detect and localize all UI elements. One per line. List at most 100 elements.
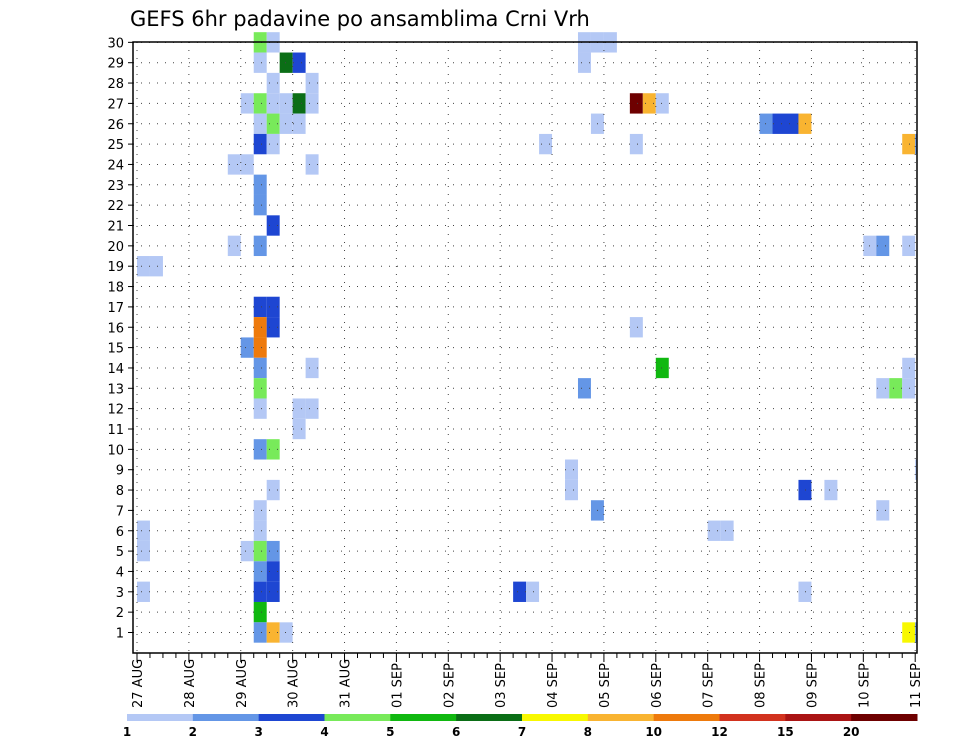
heatmap-cell — [915, 133, 917, 155]
legend-label: 5 — [386, 725, 394, 739]
heatmap-cell — [253, 317, 267, 338]
heatmap-cell — [266, 296, 280, 318]
heatmap-cell — [266, 561, 280, 582]
heatmap-cell — [279, 52, 293, 73]
heatmap-cell — [798, 113, 812, 134]
legend-label: 12 — [711, 725, 728, 739]
heatmap-cell — [279, 622, 293, 643]
legend-swatch — [192, 714, 260, 721]
heatmap-cell — [253, 194, 267, 216]
heatmap-cell — [824, 479, 838, 501]
heatmap-cell — [785, 113, 799, 134]
heatmap-cell — [902, 235, 916, 257]
y-tick-label: 9 — [116, 464, 124, 479]
y-tick-label: 7 — [116, 504, 124, 519]
heatmap-cell — [772, 113, 786, 134]
y-axis: 1234567891011121314151617181920212223242… — [107, 36, 133, 642]
heatmap-cell — [253, 337, 267, 358]
heatmap-cell — [253, 52, 267, 73]
x-tick-label: 10 SEP — [857, 663, 872, 708]
y-tick-label: 29 — [107, 57, 124, 72]
x-tick-label: 31 AUG — [339, 659, 354, 708]
heatmap-cell — [266, 93, 280, 114]
heatmap-cell — [539, 133, 553, 155]
y-tick-label: 25 — [107, 138, 124, 153]
heatmap-cell — [915, 622, 917, 643]
heatmap-cell — [253, 174, 267, 195]
heatmap-cell — [876, 378, 890, 399]
x-tick-label: 02 SEP — [442, 663, 457, 708]
heatmap-cell — [253, 601, 267, 623]
legend-label: 2 — [189, 725, 197, 739]
y-tick-label: 18 — [107, 281, 124, 296]
heatmap-cell — [629, 317, 643, 338]
heatmap-cell — [655, 357, 669, 379]
x-tick-label: 04 SEP — [546, 663, 561, 708]
legend-swatch — [851, 714, 918, 721]
heatmap-cell — [266, 215, 280, 236]
heatmap-cell — [137, 581, 150, 602]
heatmap-cell — [137, 256, 150, 277]
y-tick-label: 15 — [107, 342, 124, 357]
heatmap-cell — [565, 459, 578, 480]
heatmap-cell — [902, 622, 916, 643]
y-tick-label: 27 — [107, 97, 124, 112]
heatmap-cell — [292, 398, 306, 419]
y-tick-label: 5 — [116, 545, 124, 560]
y-tick-label: 1 — [116, 627, 124, 642]
heatmap-cell — [149, 256, 163, 277]
legend-label: 20 — [843, 725, 860, 739]
legend-label: 1 — [123, 725, 131, 739]
x-tick-label: 09 SEP — [805, 663, 820, 708]
heatmap-cell — [253, 398, 267, 419]
legend-label: 7 — [518, 725, 526, 739]
y-tick-label: 21 — [107, 220, 124, 235]
legend-swatch — [587, 714, 655, 721]
x-tick-label: 01 SEP — [390, 663, 405, 708]
heatmap-cell — [253, 113, 267, 134]
heatmap-cell — [240, 540, 254, 562]
x-tick-label: 30 AUG — [287, 659, 302, 708]
heatmap-cell — [240, 154, 254, 175]
heatmap-cell — [253, 296, 267, 318]
heatmap-cell — [266, 540, 280, 562]
heatmap-cell — [266, 479, 280, 501]
y-tick-label: 28 — [107, 77, 124, 92]
heatmap-cell — [240, 93, 254, 114]
heatmap-cell — [253, 133, 267, 155]
heatmap-cell — [642, 93, 656, 114]
legend-swatch — [258, 714, 325, 721]
x-tick-label: 08 SEP — [754, 663, 769, 708]
heatmap-cells — [137, 32, 917, 643]
heatmap-cell — [292, 113, 306, 134]
x-tick-label: 29 AUG — [235, 659, 250, 708]
heatmap-cell — [876, 235, 890, 257]
legend-label: 4 — [320, 725, 328, 739]
heatmap-cell — [902, 357, 916, 379]
legend-swatch — [324, 714, 391, 721]
heatmap-cell — [902, 378, 916, 399]
heatmap-cell — [266, 622, 280, 643]
heatmap-cell — [137, 520, 150, 541]
x-tick-label: 11 SEP — [909, 663, 924, 708]
y-tick-label: 22 — [107, 199, 124, 214]
heatmap-cell — [513, 581, 527, 602]
heatmap-cell — [565, 479, 578, 501]
x-tick-label: 03 SEP — [494, 663, 509, 708]
heatmap-cell — [305, 72, 319, 94]
heatmap-cell — [629, 133, 643, 155]
legend-swatch — [390, 714, 457, 721]
legend-label: 10 — [645, 725, 662, 739]
legend-swatch — [719, 714, 786, 721]
heatmap-cell — [305, 357, 319, 379]
heatmap-cell — [305, 154, 319, 175]
heatmap-cell — [253, 357, 267, 379]
heatmap-cell — [707, 520, 721, 541]
y-tick-label: 12 — [107, 403, 124, 418]
x-tick-label: 06 SEP — [650, 663, 665, 708]
heatmap-cell — [266, 133, 280, 155]
y-tick-label: 20 — [107, 240, 124, 255]
heatmap-cell — [253, 561, 267, 582]
heatmap-cell — [279, 93, 293, 114]
